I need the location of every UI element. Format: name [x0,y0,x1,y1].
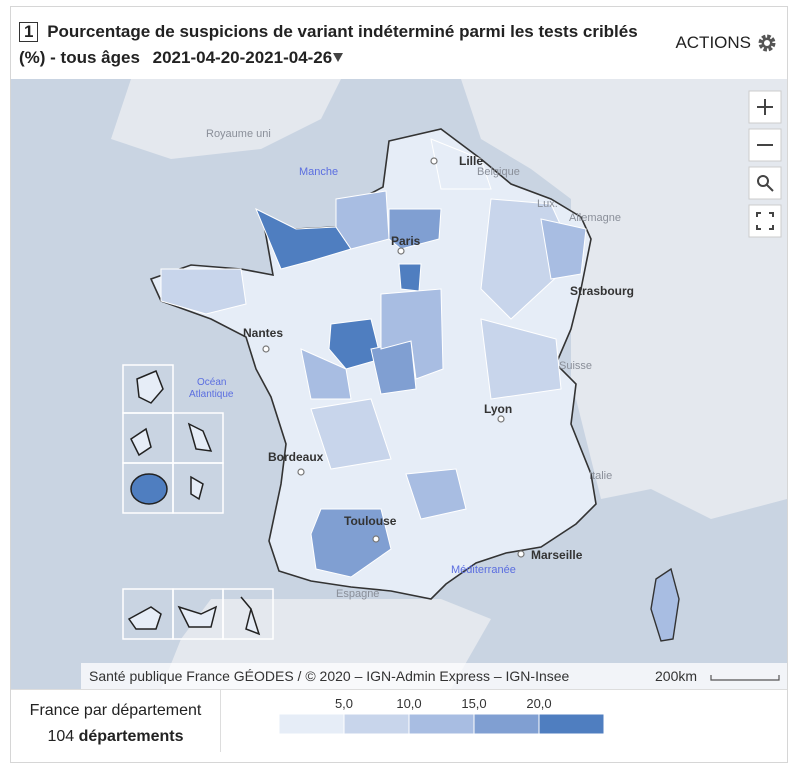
country-label: Allemagne [569,212,621,224]
gear-icon[interactable] [757,33,777,53]
legend-swatch [278,713,345,735]
legend-swatch [343,713,410,735]
department [300,348,352,400]
inset-island [177,605,218,628]
city-label: Lyon [484,402,512,416]
inset-island [240,596,261,636]
map: Royaume uni Manche Lille Belgique Lux. A… [11,79,787,689]
scale-bar [710,675,780,681]
legend-tick-label: 15,0 [461,696,486,711]
sea-label: Méditerranée [451,564,516,576]
sea-label: Atlantique [189,389,234,400]
header: 1 Pourcentage de suspicions de variant i… [19,19,639,71]
neighbour-land [461,79,787,519]
department [430,138,492,190]
department [310,508,392,578]
unit: départements [78,728,184,745]
attribution-bar [81,663,787,689]
department [380,288,444,380]
department [540,218,587,280]
city-label: Toulouse [344,514,397,528]
department [398,263,422,292]
count: 104 [47,728,75,745]
widget: 1 Pourcentage de suspicions de variant i… [10,6,788,763]
city-label: Marseille [531,548,583,562]
map-labels: Royaume uni Manche Lille Belgique Lux. A… [189,128,634,600]
uk-land [111,79,341,159]
legend-swatch [538,713,605,735]
country-label: Royaume uni [206,128,271,140]
france [149,128,597,600]
department [388,208,442,250]
legend: France par département 104 départements … [11,689,787,762]
fullscreen-button[interactable] [748,204,782,238]
department [328,318,382,370]
insets [122,364,274,640]
legend-tick-label: 10,0 [396,696,421,711]
count-line: 104 départements [11,724,220,750]
corsica [650,567,680,642]
department [335,190,390,250]
sea-label: Manche [299,166,338,178]
departments [160,138,587,578]
color-scale: 5,0 10,0 15,0 20,0 [278,696,605,735]
actions-button[interactable]: ACTIONS [675,33,777,53]
country-label: Suisse [559,360,592,372]
guadeloupe [130,427,152,457]
attribution: Santé publique France GÉODES / © 2020 – … [89,668,570,684]
legend-swatch [408,713,475,735]
department [310,398,392,470]
country-label: Belgique [477,166,520,178]
search-button[interactable] [748,166,782,200]
city-label: Nantes [243,326,283,340]
city-dots [262,157,525,558]
country-label: Lux. [537,198,558,210]
guyane [136,370,164,404]
title: Pourcentage de suspicions de variant ind… [19,22,638,67]
city-label: Paris [391,234,421,248]
map-controls[interactable] [748,90,782,238]
period-selector[interactable]: 2021-04-20-2021-04-26 [153,48,345,67]
inset-island [127,606,162,630]
country-label: Espagne [336,588,379,600]
department [480,318,562,400]
country-label: Italie [589,470,612,482]
city-label: Lille [459,154,483,168]
department [405,468,467,520]
martinique [187,422,213,452]
legend-tick-label: 20,0 [526,696,551,711]
legend-swatch [473,713,540,735]
reunion [130,473,168,505]
mayotte [190,475,204,501]
scale-label: 200km [655,668,697,684]
legend-tick-label: 5,0 [335,696,353,711]
city-label: Bordeaux [268,450,324,464]
period[interactable]: 2021-04-20-2021-04-26 [152,48,333,67]
department [160,268,247,315]
legend-scope: France par département 104 départements [11,690,221,752]
scope-label: France par département [29,702,202,719]
city-label: Strasbourg [570,284,634,298]
dropdown-arrow[interactable] [332,51,344,63]
actions-label[interactable]: ACTIONS [675,33,751,52]
widget-number: 1 [19,22,39,42]
sea-label: Océan [197,377,226,388]
